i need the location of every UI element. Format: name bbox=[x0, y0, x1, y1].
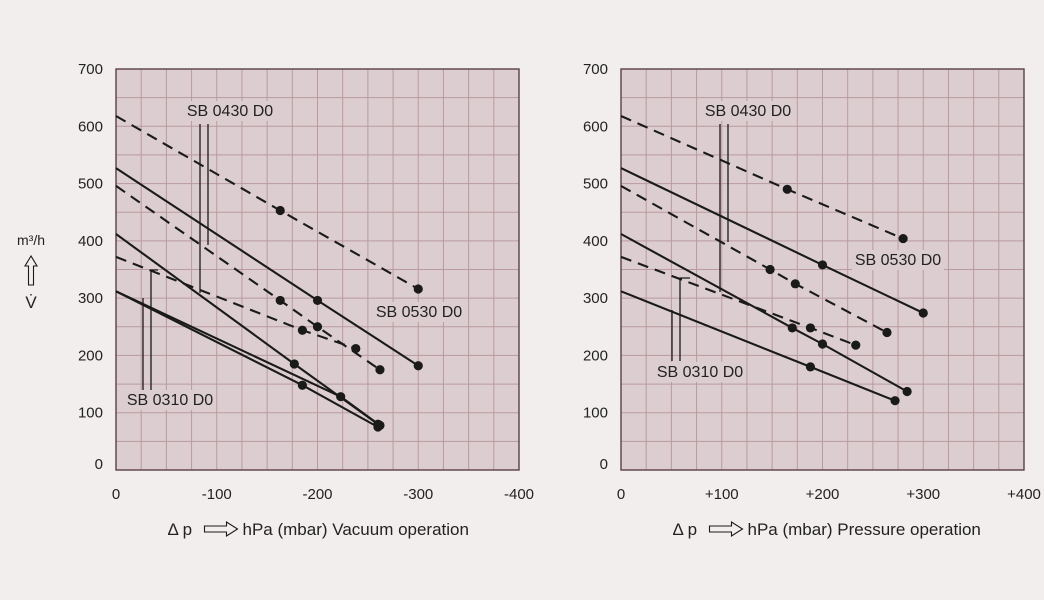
data-point bbox=[787, 323, 797, 333]
x-axis-label-text: hPa (mbar) Vacuum operation bbox=[243, 520, 469, 539]
data-point bbox=[817, 260, 828, 270]
chart-1: 0 100 200 300 400 500 600 700 0 -100 -200 -300 -400 S… bbox=[78, 61, 534, 539]
y-flow-symbol: V̇ bbox=[25, 293, 37, 312]
data-point bbox=[373, 422, 383, 432]
data-point bbox=[413, 284, 423, 294]
x-axis-label-prefix: Δ p bbox=[168, 520, 193, 539]
y-tick-label: 600 bbox=[583, 118, 608, 135]
y-tick-label: 700 bbox=[78, 61, 103, 78]
x-tick-label: -300 bbox=[403, 486, 433, 503]
series-line-3 bbox=[115, 185, 381, 371]
hollow-up-arrow-icon bbox=[24, 254, 38, 286]
annotation-3: SB 0310 D0 bbox=[654, 277, 746, 382]
data-point bbox=[336, 392, 346, 402]
data-point bbox=[297, 380, 307, 390]
data-point bbox=[312, 295, 323, 306]
annotation-label: SB 0530 D0 bbox=[376, 304, 462, 321]
y-tick-label: 300 bbox=[78, 290, 103, 307]
x-tick-label: -200 bbox=[302, 486, 332, 503]
data-point bbox=[413, 361, 423, 371]
y-tick-label: 500 bbox=[583, 176, 608, 193]
data-point bbox=[351, 343, 361, 354]
x-tick-label: +300 bbox=[906, 486, 940, 503]
data-point bbox=[851, 340, 861, 350]
annotation-bg bbox=[184, 101, 276, 121]
y-tick-label: 0 bbox=[600, 456, 608, 473]
plot-frame bbox=[620, 68, 1025, 471]
y-tick-label: 700 bbox=[583, 61, 608, 78]
data-point bbox=[289, 359, 299, 369]
annotation-bg bbox=[373, 302, 465, 322]
x-tick-label: +200 bbox=[806, 486, 840, 503]
y-tick-label: 100 bbox=[583, 405, 608, 422]
chart-2: 0 100 200 300 400 500 600 700 0 +100 +200 +300 +400 S… bbox=[583, 61, 1041, 539]
annotation-1: SB 0430 D0 bbox=[184, 101, 276, 293]
data-point bbox=[275, 295, 285, 306]
data-point bbox=[275, 205, 285, 216]
data-point bbox=[805, 323, 816, 333]
annotation-label: SB 0310 D0 bbox=[127, 392, 213, 409]
data-point bbox=[297, 325, 307, 335]
series-line-3 bbox=[620, 184, 888, 334]
x-tick-label: 0 bbox=[617, 486, 625, 503]
series-line-4 bbox=[620, 233, 908, 393]
x-tick-label: +400 bbox=[1007, 486, 1041, 503]
annotation-label: SB 0430 D0 bbox=[705, 103, 791, 120]
annotation-bg bbox=[702, 101, 794, 121]
data-point bbox=[890, 396, 900, 406]
y-tick-label: 300 bbox=[583, 290, 608, 307]
data-point bbox=[817, 339, 828, 349]
hollow-right-arrow-icon bbox=[203, 520, 239, 538]
x-tick-label: 0 bbox=[112, 486, 120, 503]
x-axis-label-prefix: Δ p bbox=[673, 520, 698, 539]
annotation-bg bbox=[852, 250, 944, 270]
y-unit-label-group: m³/h V̇ bbox=[17, 232, 45, 312]
annotation-bg bbox=[124, 390, 216, 410]
annotation-leader bbox=[679, 277, 690, 361]
y-tick-label: 500 bbox=[78, 176, 103, 193]
annotation-2: SB 0530 D0 bbox=[852, 250, 944, 270]
data-point bbox=[882, 327, 892, 338]
y-tick-label: 600 bbox=[78, 118, 103, 135]
data-point bbox=[782, 184, 792, 194]
x-axis-label-text: hPa (mbar) Pressure operation bbox=[748, 520, 981, 539]
data-point bbox=[312, 322, 323, 332]
annotation-3: SB 0310 D0 bbox=[124, 269, 216, 410]
annotation-label: SB 0430 D0 bbox=[187, 103, 273, 120]
data-point bbox=[902, 386, 912, 397]
data-point bbox=[765, 264, 775, 275]
x-axis-label: Δ p hPa (mbar) Pressure operation bbox=[673, 520, 981, 539]
x-tick-label: -100 bbox=[202, 486, 232, 503]
data-point bbox=[375, 365, 385, 375]
y-tick-label: 0 bbox=[95, 456, 103, 473]
plot-frame bbox=[115, 68, 520, 471]
y-tick-label: 200 bbox=[583, 347, 608, 364]
x-tick-label: -400 bbox=[504, 486, 534, 503]
annotation-label: SB 0530 D0 bbox=[855, 252, 941, 269]
data-point bbox=[805, 362, 816, 372]
annotation-bg bbox=[654, 362, 746, 382]
data-point bbox=[898, 233, 908, 244]
y-tick-label: 200 bbox=[78, 347, 103, 364]
annotation-label: SB 0310 D0 bbox=[657, 364, 743, 381]
y-tick-label: 400 bbox=[583, 233, 608, 250]
y-unit-label: m³/h bbox=[17, 232, 45, 248]
x-axis-label: Δ p hPa (mbar) Vacuum operation bbox=[168, 520, 469, 539]
annotation-2: SB 0530 D0 bbox=[373, 302, 465, 322]
y-tick-label: 100 bbox=[78, 405, 103, 422]
data-point bbox=[790, 279, 800, 289]
hollow-right-arrow-icon bbox=[708, 520, 744, 538]
data-point bbox=[918, 308, 928, 318]
x-tick-label: +100 bbox=[705, 486, 739, 503]
annotation-1: SB 0430 D0 bbox=[702, 101, 794, 292]
y-tick-label: 400 bbox=[78, 233, 103, 250]
annotation-leader bbox=[150, 269, 158, 390]
